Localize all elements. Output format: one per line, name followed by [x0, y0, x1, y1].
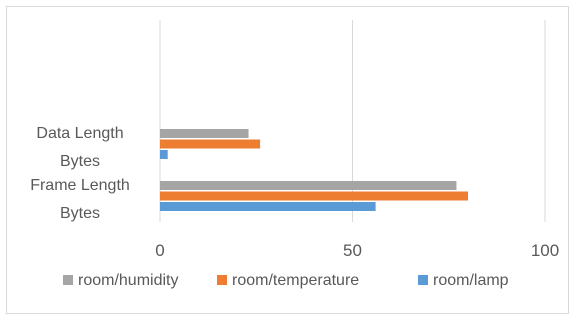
legend-label-room-lamp: room/lamp [433, 272, 509, 289]
bar-room-lamp-data-length-bytes [160, 150, 168, 159]
legend-label-room-humidity: room/humidity [78, 272, 178, 289]
bar-room-lamp-frame-length-bytes [160, 202, 376, 211]
x-tick-label-0: 0 [155, 241, 164, 260]
bar-room-temperature-frame-length-bytes [160, 191, 468, 201]
legend-label-room-temperature: room/temperature [232, 272, 359, 289]
legend: room/humidity room/temperature room/lamp [63, 272, 509, 289]
category-label-data-length-bytes: Data Length Bytes [36, 125, 123, 170]
legend-swatch-room-temperature [217, 275, 227, 285]
category-label-frame-length-bytes: Frame Length Bytes [30, 177, 130, 222]
legend-swatch-room-humidity [63, 275, 73, 285]
x-tick-label-100: 100 [531, 241, 559, 260]
x-tick-label-50: 50 [343, 241, 362, 260]
x-tick-labels: 0 50 100 [155, 241, 559, 260]
bar-room-humidity-frame-length-bytes [160, 181, 457, 190]
legend-swatch-room-lamp [418, 275, 428, 285]
chart-frame [6, 6, 569, 314]
bars [160, 129, 468, 211]
bar-room-temperature-data-length-bytes [160, 139, 261, 149]
bar-room-humidity-data-length-bytes [160, 129, 249, 138]
category-labels: Frame Length Bytes Data Length Bytes [30, 125, 130, 222]
